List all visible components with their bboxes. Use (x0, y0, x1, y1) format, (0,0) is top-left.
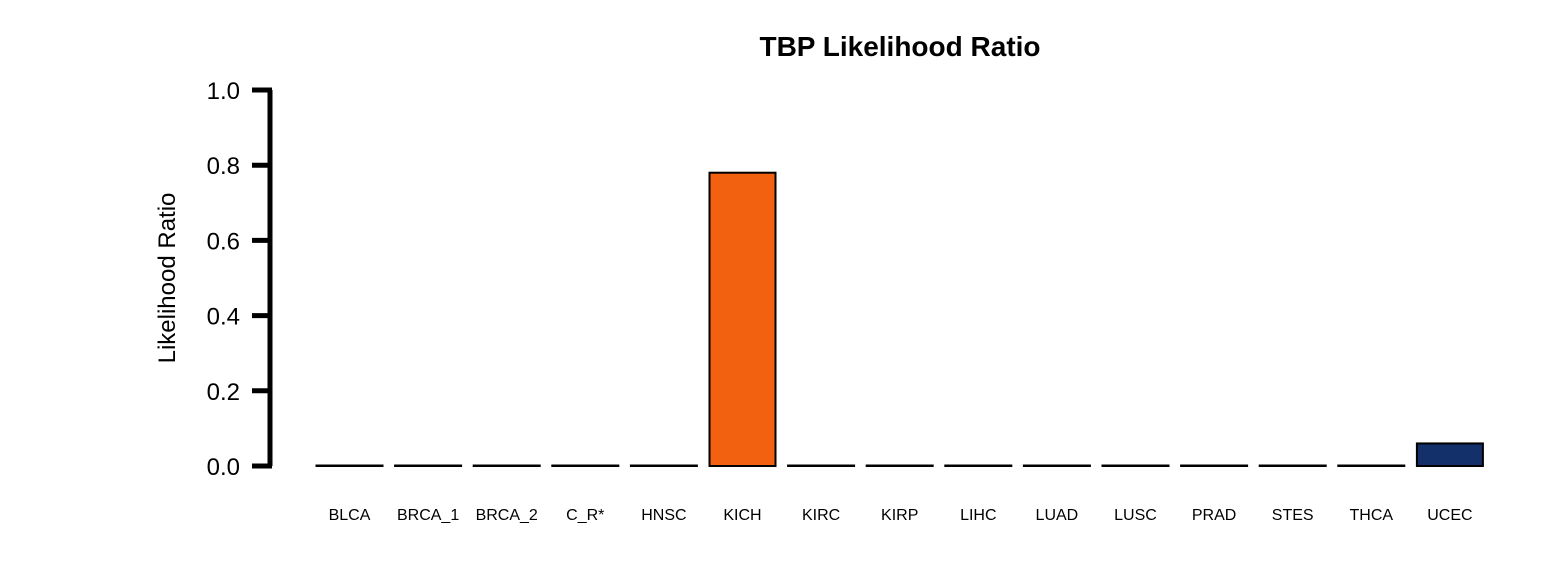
y-tick-label: 0.0 (207, 454, 240, 481)
y-tick-label: 0.4 (207, 304, 240, 331)
x-tick-label: KIRC (802, 507, 840, 524)
y-tick-label: 0.6 (207, 228, 240, 255)
x-tick-label: LUAD (1036, 507, 1079, 524)
x-tick-label: LUSC (1114, 507, 1157, 524)
bar (1022, 464, 1091, 467)
y-axis: 0.0 0.2 0.4 0.6 0.8 1.0 (207, 78, 273, 481)
bar (1258, 464, 1327, 467)
x-tick-label: KICH (723, 507, 761, 524)
x-tick-label: UCEC (1427, 507, 1472, 524)
y-tick-label: 0.8 (207, 153, 240, 180)
chart-title: TBP Likelihood Ratio (759, 31, 1040, 62)
bars (315, 171, 1484, 468)
x-tick-labels: BLCA BRCA_1 BRCA_2 C_R* HNSC KICH KIRC KIRP LIHC… (329, 507, 1473, 524)
bar (1415, 442, 1484, 468)
x-tick-label: LIHC (960, 507, 996, 524)
x-tick-label: PRAD (1192, 507, 1236, 524)
bar (1337, 464, 1406, 467)
x-tick-label: BRCA_2 (476, 507, 538, 524)
bar (1101, 464, 1170, 467)
x-tick-label: BRCA_1 (397, 507, 459, 524)
bar (315, 464, 384, 467)
y-tick-label: 1.0 (207, 78, 240, 105)
bar (787, 464, 856, 467)
y-tick-label: 0.2 (207, 379, 240, 406)
bar (394, 464, 463, 467)
x-tick-label: KIRP (881, 507, 918, 524)
x-tick-label: BLCA (329, 507, 371, 524)
bar (551, 464, 620, 467)
bar (472, 464, 541, 467)
x-tick-label: HNSC (641, 507, 686, 524)
bar (944, 464, 1013, 467)
x-tick-label: STES (1272, 507, 1314, 524)
bar (865, 464, 934, 467)
bar (1180, 464, 1249, 467)
bar (629, 464, 698, 467)
x-tick-label: THCA (1350, 507, 1394, 524)
x-tick-label: C_R* (566, 507, 604, 524)
y-axis-label: Likelihood Ratio (154, 193, 181, 364)
bar (708, 171, 777, 467)
